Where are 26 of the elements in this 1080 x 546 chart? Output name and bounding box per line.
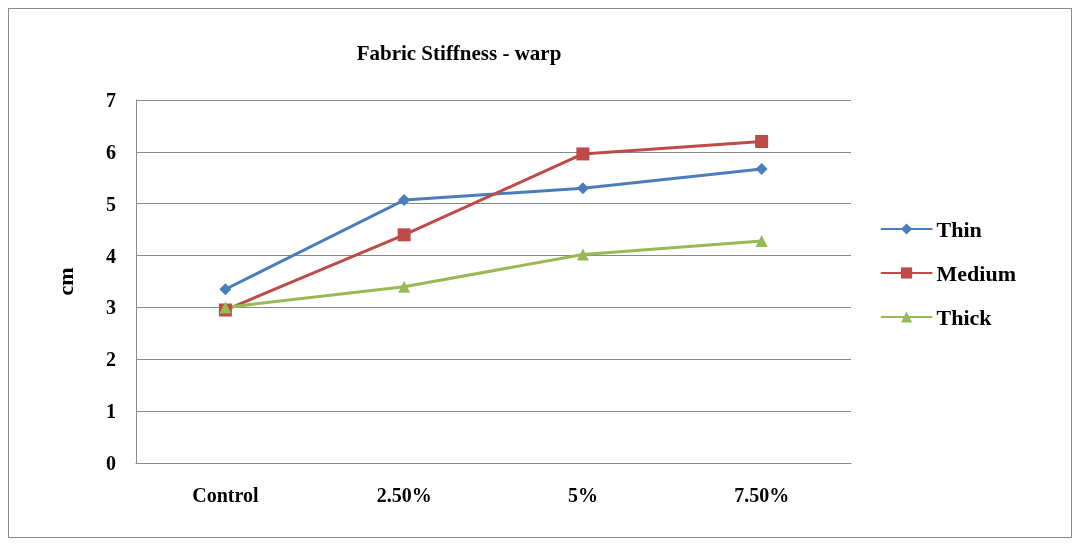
x-tick-label: 7.50% — [734, 484, 790, 506]
x-tick-label: 2.50% — [376, 484, 432, 506]
point — [576, 147, 590, 161]
point — [755, 162, 768, 175]
y-tick-label: 2 — [106, 348, 116, 371]
point — [576, 248, 589, 261]
legend-label: Medium — [936, 260, 1017, 286]
point — [397, 228, 411, 242]
y-tick-label: 0 — [106, 452, 116, 474]
y-tick-label: 7 — [106, 89, 116, 111]
chart-title: Fabric Stiffness - warp — [356, 40, 562, 65]
y-tick-label: 5 — [106, 192, 116, 215]
y-tick-label: 1 — [106, 400, 116, 423]
legend-label: Thick — [936, 304, 993, 330]
point — [219, 283, 232, 296]
point — [576, 182, 589, 195]
x-tick-label: 5% — [567, 484, 598, 506]
x-tick-label: Control — [192, 484, 259, 506]
y-axis-title: cm — [52, 267, 78, 296]
y-tick-label: 3 — [106, 296, 116, 319]
point — [755, 235, 768, 248]
legend-label: Thin — [936, 216, 982, 242]
y-tick-label: 6 — [106, 140, 116, 163]
point — [755, 134, 769, 148]
point — [398, 280, 411, 293]
y-tick-label: 4 — [106, 244, 116, 267]
